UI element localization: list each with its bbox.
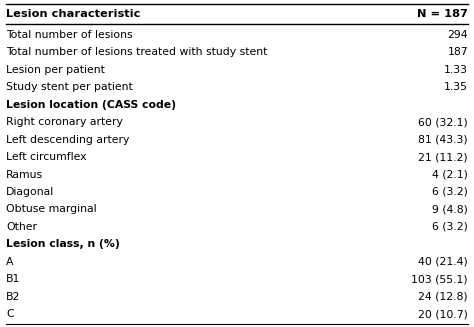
Text: 21 (11.2): 21 (11.2) [419,152,468,162]
Text: 9 (4.8): 9 (4.8) [432,204,468,215]
Text: B1: B1 [6,274,20,284]
Text: 187: 187 [447,47,468,57]
Text: Lesion per patient: Lesion per patient [6,65,105,75]
Text: 20 (10.7): 20 (10.7) [418,309,468,319]
Text: 4 (2.1): 4 (2.1) [432,169,468,180]
Text: Total number of lesions: Total number of lesions [6,30,133,40]
Text: A: A [6,257,13,267]
Text: Left descending artery: Left descending artery [6,134,129,145]
Text: Diagonal: Diagonal [6,187,54,197]
Text: B2: B2 [6,292,20,302]
Text: Lesion location (CASS code): Lesion location (CASS code) [6,100,176,110]
Text: Total number of lesions treated with study stent: Total number of lesions treated with stu… [6,47,267,57]
Text: Ramus: Ramus [6,169,43,180]
Text: 81 (43.3): 81 (43.3) [419,134,468,145]
Text: Lesion characteristic: Lesion characteristic [6,9,140,19]
Text: 1.33: 1.33 [444,65,468,75]
Text: 103 (55.1): 103 (55.1) [411,274,468,284]
Text: Other: Other [6,222,37,232]
Text: Obtuse marginal: Obtuse marginal [6,204,97,215]
Text: 1.35: 1.35 [444,82,468,92]
Text: N = 187: N = 187 [417,9,468,19]
Text: 6 (3.2): 6 (3.2) [432,187,468,197]
Text: 60 (32.1): 60 (32.1) [418,117,468,127]
Text: Right coronary artery: Right coronary artery [6,117,123,127]
Text: C: C [6,309,14,319]
Text: Left circumflex: Left circumflex [6,152,86,162]
Text: 6 (3.2): 6 (3.2) [432,222,468,232]
Text: Study stent per patient: Study stent per patient [6,82,133,92]
Text: Lesion class, n (%): Lesion class, n (%) [6,239,120,250]
Text: 40 (21.4): 40 (21.4) [418,257,468,267]
Text: 294: 294 [447,30,468,40]
Text: 24 (12.8): 24 (12.8) [419,292,468,302]
